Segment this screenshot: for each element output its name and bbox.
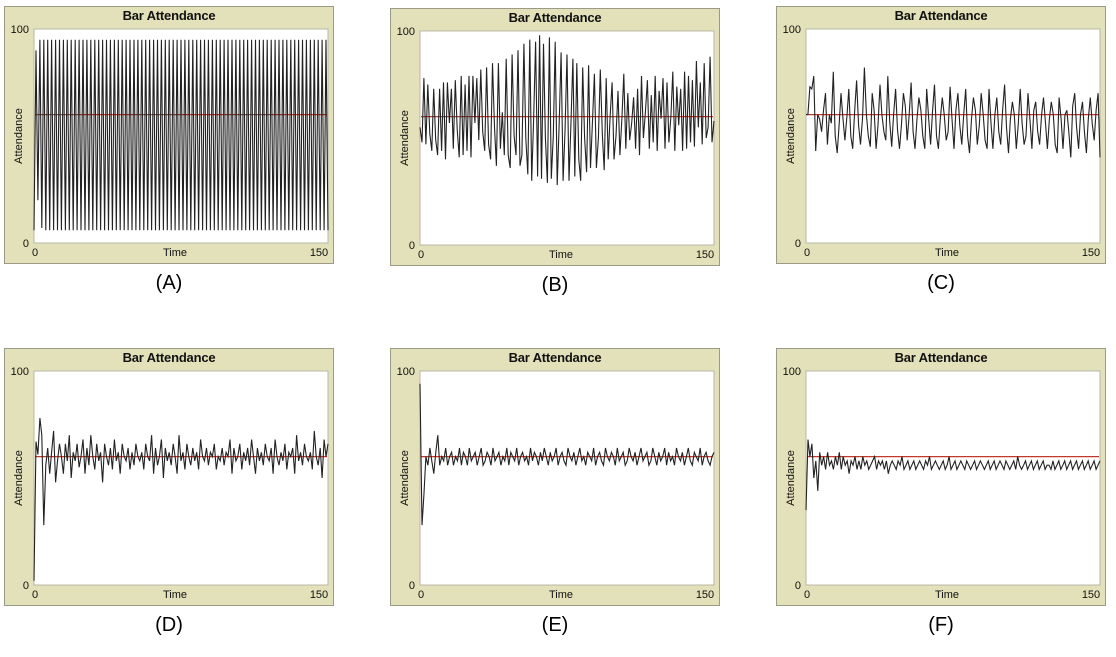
y-tick-label: 0 xyxy=(409,580,415,592)
x-tick-label: 150 xyxy=(1082,247,1100,259)
panel-caption: (F) xyxy=(928,614,954,636)
x-tick-label: 0 xyxy=(804,247,810,259)
chart-cell: Bar Attendance 100 0 0 150 Time Attendance (A) xyxy=(4,6,338,306)
x-tick-label: 0 xyxy=(32,589,38,601)
y-axis-label: Attendance xyxy=(13,450,25,506)
chart-cell: Bar Attendance 100 0 0 150 Time Attendance (D) xyxy=(4,348,338,648)
y-tick-label: 0 xyxy=(23,238,29,250)
y-tick-label: 100 xyxy=(397,366,415,378)
y-axis-label: Attendance xyxy=(13,108,25,164)
x-tick-label: 0 xyxy=(804,589,810,601)
plot-area: 100 00 150 Time Attendance xyxy=(11,366,329,601)
chart-cell: Bar Attendance 100 0 0 150 Time Attendance (E) xyxy=(390,348,724,648)
panel-caption: (D) xyxy=(155,614,183,636)
plot-panel: Bar Attendance 100 0 0 150 Time Attendance xyxy=(4,348,334,606)
series-line xyxy=(419,383,715,526)
panel-caption: (C) xyxy=(927,272,955,294)
chart-title: Bar Attendance xyxy=(122,350,216,365)
panel-caption: (E) xyxy=(541,614,569,636)
x-axis-label: Time xyxy=(163,247,187,259)
x-tick-label: 150 xyxy=(310,589,328,601)
x-axis-label: Time xyxy=(549,249,573,261)
chart-title: Bar Attendance xyxy=(122,8,216,23)
chart-cell: Bar Attendance 100 0 0 150 Time Attendance (B) xyxy=(390,8,724,308)
y-tick-label: 100 xyxy=(783,366,801,378)
y-tick-label: 0 xyxy=(23,580,29,592)
series-line xyxy=(33,418,329,581)
plot-panel: Bar Attendance 100 0 0 150 Time Attendance xyxy=(390,8,720,266)
plot-panel: Bar Attendance 100 0 0 150 Time Attendance xyxy=(390,348,720,606)
chart-title: Bar Attendance xyxy=(508,350,602,365)
y-tick-label: 100 xyxy=(11,366,29,378)
x-tick-label: 150 xyxy=(696,249,714,261)
x-tick-label: 0 xyxy=(418,589,424,601)
plot-area: 100 00 150 Time Attendance xyxy=(783,366,1101,601)
panel-caption: (B) xyxy=(541,274,569,296)
chart-cell: Bar Attendance 100 0 0 150 Time Attendance (F) xyxy=(776,348,1110,648)
x-tick-label: 150 xyxy=(310,247,328,259)
chart-cell: Bar Attendance 100 0 0 150 Time Attendance (C) xyxy=(776,6,1110,306)
x-tick-label: 0 xyxy=(418,249,424,261)
plot-panel: Bar Attendance 100 0 0 150 Time Attendance xyxy=(776,348,1106,606)
plot-area: 100 00 150 Time Attendance xyxy=(11,24,329,259)
plot-panel: Bar Attendance 100 0 0 150 Time Attendance xyxy=(4,6,334,264)
y-tick-label: 0 xyxy=(795,238,801,250)
plot-area: 100 00 150 Time Attendance xyxy=(783,24,1101,259)
x-tick-label: 150 xyxy=(696,589,714,601)
x-tick-label: 150 xyxy=(1082,589,1100,601)
plot-panel: Bar Attendance 100 0 0 150 Time Attendance xyxy=(776,6,1106,264)
panel-caption: (A) xyxy=(155,272,183,294)
x-axis-label: Time xyxy=(549,589,573,601)
x-tick-label: 0 xyxy=(32,247,38,259)
plot-background xyxy=(419,370,715,586)
plot-background xyxy=(805,370,1101,586)
series-line xyxy=(33,39,329,231)
y-tick-label: 100 xyxy=(783,24,801,36)
chart-title: Bar Attendance xyxy=(894,350,988,365)
y-tick-label: 100 xyxy=(397,26,415,38)
y-axis-label: Attendance xyxy=(399,450,411,506)
x-axis-label: Time xyxy=(935,247,959,259)
x-axis-label: Time xyxy=(935,589,959,601)
plot-area: 100 00 150 Time Attendance xyxy=(397,366,715,601)
plot-background xyxy=(33,370,329,586)
chart-title: Bar Attendance xyxy=(508,10,602,25)
series-line xyxy=(419,35,715,186)
series-line xyxy=(806,67,1101,158)
y-tick-label: 0 xyxy=(795,580,801,592)
y-tick-label: 0 xyxy=(409,240,415,252)
series-line xyxy=(805,439,1101,511)
y-tick-label: 100 xyxy=(11,24,29,36)
y-axis-label: Attendance xyxy=(785,450,797,506)
y-axis-label: Attendance xyxy=(785,108,797,164)
y-axis-label: Attendance xyxy=(399,110,411,166)
chart-title: Bar Attendance xyxy=(894,8,988,23)
x-axis-label: Time xyxy=(163,589,187,601)
plot-area: 100 00 150 Time Attendance xyxy=(397,26,715,261)
